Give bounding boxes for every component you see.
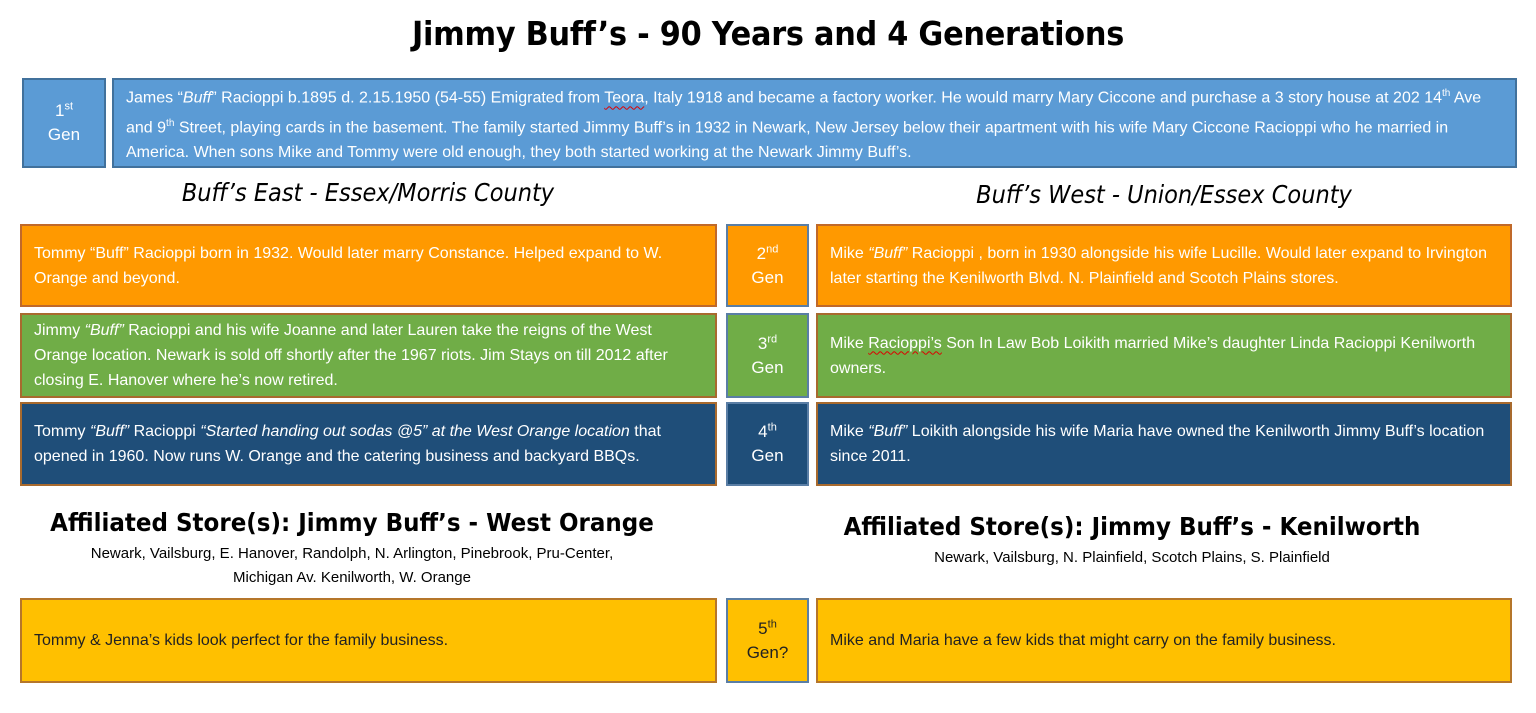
west-gen5-text: Mike and Maria have a few kids that migh… <box>830 632 1336 649</box>
gen-word: Gen <box>751 357 784 377</box>
text-italic: “Buff” <box>868 423 908 440</box>
text-italic: “Buff” <box>90 423 130 440</box>
gen-word: Gen <box>751 446 784 465</box>
gen-label-5: 5th Gen? <box>726 598 809 683</box>
west-gen3: Mike Racioppi’s Son In Law Bob Loikith m… <box>816 313 1512 398</box>
gen-ordinal: th <box>767 421 777 434</box>
text-segment: Mike <box>830 334 869 352</box>
text-segment: Racioppi <box>129 423 201 440</box>
text-segment: Racioppi , born in 1930 alongside his wi… <box>830 244 1487 287</box>
text-segment: Mike <box>830 423 869 440</box>
text-italic: “Buff” <box>868 244 908 262</box>
text-segment: , Italy 1918 and became a factory worker… <box>644 89 1442 107</box>
east-gen2-text: Tommy “Buff” Racioppi born in 1932. Woul… <box>34 244 663 287</box>
west-heading: Buff’s West - Union/Essex County <box>976 180 1352 209</box>
text-segment: Tommy <box>34 423 90 440</box>
text-segment: Loikith alongside his wife Maria have ow… <box>830 423 1485 465</box>
east-gen5-text: Tommy & Jenna’s kids look perfect for th… <box>34 632 449 649</box>
gen-word: Gen? <box>746 642 789 662</box>
text-segment: Street, playing cards in the basement. T… <box>126 118 1449 161</box>
gen-label-3: 3rd Gen <box>726 313 809 398</box>
gen-label-2: 2nd Gen <box>726 224 809 307</box>
text-segment: James “ <box>126 89 183 107</box>
text-italic: “Buff” <box>84 322 124 339</box>
gen-label-1: 1st Gen <box>22 78 106 168</box>
east-gen5: Tommy & Jenna’s kids look perfect for th… <box>20 598 717 683</box>
text-segment: ” Racioppi b.1895 d. 2.15.1950 (54-55) E… <box>211 89 605 107</box>
gen-word: Gen <box>47 125 81 144</box>
text-segment: Ave and 9 <box>126 89 1482 136</box>
east-gen4: Tommy “Buff” Racioppi “Started handing o… <box>20 402 717 486</box>
text-segment: Racioppi and his wife Joanne and later L… <box>34 322 668 389</box>
east-affiliated-stores-line1: Newark, Vailsburg, E. Hanover, Randolph,… <box>90 545 614 562</box>
ordinal: th <box>1441 88 1451 100</box>
gen1-description: James “Buff” Racioppi b.1895 d. 2.15.195… <box>112 78 1517 168</box>
gen-ordinal: rd <box>767 332 778 345</box>
spellcheck-word: Racioppi’s <box>868 334 942 352</box>
text-segment: Mike <box>830 244 869 262</box>
east-affiliated-stores-line2: Michigan Av. Kenilworth, W. Orange <box>233 569 471 586</box>
gen-ordinal: st <box>64 100 74 113</box>
text-italic: “Started handing out sodas @5” at the We… <box>200 423 630 440</box>
ordinal: th <box>166 117 175 129</box>
page-title: Jimmy Buff’s - 90 Years and 4 Generation… <box>411 14 1125 53</box>
east-gen2: Tommy “Buff” Racioppi born in 1932. Woul… <box>20 224 717 307</box>
gen-ordinal: nd <box>766 242 779 255</box>
east-gen3: Jimmy “Buff” Racioppi and his wife Joann… <box>20 313 717 398</box>
text-segment: Son In Law Bob Loikith married Mike’s da… <box>830 334 1476 377</box>
west-gen5: Mike and Maria have a few kids that migh… <box>816 598 1512 683</box>
gen-number: 1 <box>54 101 65 120</box>
gen-number: 3 <box>757 333 768 353</box>
west-gen4: Mike “Buff” Loikith alongside his wife M… <box>816 402 1512 486</box>
spellcheck-word: Teora <box>604 89 645 107</box>
west-affiliated-heading: Affiliated Store(s): Jimmy Buff’s - Keni… <box>843 512 1421 541</box>
text-segment: that opened in 1960. Now runs W. Orange … <box>34 423 661 465</box>
west-affiliated-stores: Newark, Vailsburg, N. Plainfield, Scotch… <box>934 549 1330 566</box>
east-affiliated-heading: Affiliated Store(s): Jimmy Buff’s - West… <box>50 508 654 537</box>
gen-number: 5 <box>758 618 768 638</box>
west-gen2: Mike “Buff” Racioppi , born in 1930 alon… <box>816 224 1512 307</box>
gen-word: Gen <box>751 267 784 287</box>
gen-number: 2 <box>756 243 767 263</box>
text-italic: Buff <box>182 89 212 107</box>
text-segment: Jimmy <box>34 322 85 339</box>
gen-label-4: 4th Gen <box>726 402 809 486</box>
east-heading: Buff’s East - Essex/Morris County <box>181 178 555 207</box>
gen-ordinal: th <box>767 617 777 630</box>
gen-number: 4 <box>758 422 768 441</box>
